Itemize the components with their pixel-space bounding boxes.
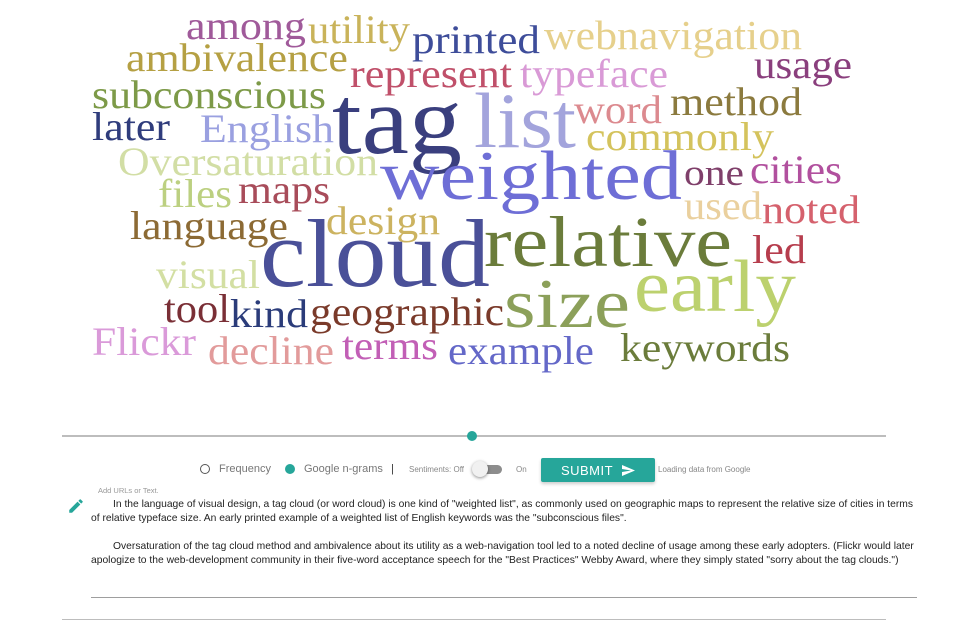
frequency-label: Frequency: [219, 463, 271, 475]
cloud-word: decline: [208, 328, 335, 373]
cloud-word: kind: [230, 291, 309, 336]
submit-button[interactable]: SUBMIT: [541, 458, 655, 482]
frequency-option[interactable]: Frequency: [200, 463, 271, 475]
cloud-word: list: [474, 77, 576, 164]
cloud-word: early: [634, 246, 796, 328]
cloud-word: tool: [164, 286, 231, 331]
cloud-word: subconscious: [92, 72, 327, 117]
cloud-word: weighted: [380, 138, 683, 215]
options-bar: Frequency Google n-grams | Sentiments: O…: [0, 456, 978, 484]
cloud-word: size: [504, 266, 631, 343]
cloud-word: among: [186, 3, 306, 48]
cloud-word: Oversaturation: [118, 139, 379, 184]
cloud-word: maps: [238, 167, 331, 212]
cloud-word: files: [158, 171, 232, 216]
text-paragraph-1: In the language of visual design, a tag …: [91, 499, 914, 524]
cloud-word: design: [326, 198, 441, 243]
text-input[interactable]: In the language of visual design, a tag …: [91, 498, 917, 598]
cloud-word: geographic: [310, 289, 505, 334]
cloud-word: represent: [350, 51, 512, 96]
cloud-word: relative: [484, 202, 733, 282]
cloud-word: ambivalence: [126, 35, 348, 80]
submit-label: SUBMIT: [560, 462, 614, 478]
input-label: Add URLs or Text.: [98, 486, 159, 495]
sentiments-toggle[interactable]: [472, 461, 502, 477]
cloud-word: cloud: [260, 200, 490, 307]
cloud-word: cities: [750, 147, 843, 192]
sentiments-on-label: On: [516, 465, 527, 474]
cloud-word: keywords: [620, 325, 790, 370]
cloud-word: led: [752, 227, 807, 272]
ngrams-label: Google n-grams: [304, 463, 383, 475]
cloud-word: tag: [332, 67, 463, 175]
cloud-word: typeface: [520, 51, 669, 96]
cloud-word: method: [670, 79, 802, 124]
cloud-word: later: [92, 104, 171, 149]
sentiments-toggle-track[interactable]: [472, 461, 502, 477]
cloud-word: Flickr: [92, 319, 196, 364]
cloud-word: one: [684, 153, 745, 194]
cloud-word: noted: [762, 187, 861, 232]
cloud-word: English: [200, 106, 334, 151]
cloud-word: webnavigation: [544, 12, 803, 58]
loading-status: Loading data from Google: [658, 465, 751, 474]
cloud-word: visual: [156, 252, 260, 297]
send-icon: [622, 464, 636, 476]
sentiments-toggle-knob[interactable]: [472, 461, 488, 477]
cloud-word: terms: [342, 323, 438, 368]
separator: |: [391, 463, 394, 475]
pencil-icon[interactable]: [67, 497, 85, 520]
cloud-word: utility: [308, 7, 410, 52]
cloud-word: language: [130, 203, 288, 248]
cloud-word: usage: [754, 42, 853, 87]
cloud-word: used: [684, 183, 763, 228]
cloud-word: example: [448, 328, 594, 373]
frequency-radio[interactable]: [200, 464, 210, 474]
cloud-word: printed: [412, 17, 541, 62]
sentiments-off-label: Sentiments: Off: [409, 465, 464, 474]
cloud-word: commonly: [586, 114, 775, 159]
text-paragraph-2: Oversaturation of the tag cloud method a…: [91, 541, 914, 566]
cloud-word: word: [574, 87, 662, 132]
slider-thumb[interactable]: [467, 431, 478, 441]
ngrams-radio[interactable]: [285, 464, 295, 474]
ngrams-option[interactable]: Google n-grams: [285, 463, 383, 475]
bottom-divider: [62, 619, 886, 620]
word-cloud: among utility printed webnavigation ambivale…: [92, 3, 861, 373]
